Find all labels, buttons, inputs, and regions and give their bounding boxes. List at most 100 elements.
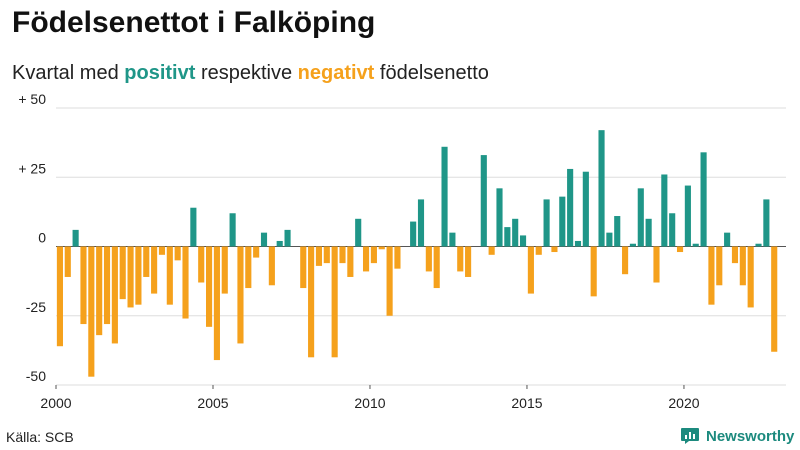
- chart-bar: [731, 246, 739, 264]
- chart-bar: [315, 246, 323, 266]
- chart-bar: [512, 218, 519, 247]
- chart-bar: [535, 246, 542, 255]
- chart-bar: [260, 232, 268, 247]
- chart-bar: [441, 146, 448, 247]
- chart-bar: [308, 246, 315, 358]
- chart-bar: [763, 199, 770, 247]
- chart-bar: [590, 246, 597, 297]
- chart-bar: [488, 246, 495, 255]
- chart-bar: [166, 246, 173, 305]
- y-tick-label: + 25: [18, 160, 46, 176]
- chart-bar: [598, 130, 605, 247]
- chart-bar: [127, 246, 134, 308]
- chart-bar: [276, 240, 283, 247]
- chart-bar: [300, 246, 307, 289]
- chart-bar: [622, 246, 629, 275]
- subtitle-suffix: födelsenetto: [374, 62, 489, 84]
- chart-bar: [96, 246, 103, 336]
- chart-bar: [614, 216, 621, 247]
- x-tick-label: 2000: [40, 395, 71, 411]
- chart-bar: [480, 155, 487, 247]
- chart-bar: [551, 246, 558, 253]
- chart-bar: [245, 246, 252, 289]
- brand-logo: Newsworthy: [680, 427, 794, 445]
- chart-bar: [527, 246, 534, 294]
- chart-bar: [410, 221, 417, 247]
- chart-bar: [88, 246, 95, 377]
- chart-bar: [347, 246, 354, 277]
- chart-bar: [684, 185, 691, 247]
- x-tick-label: 2005: [197, 395, 228, 411]
- chart-bar: [151, 246, 158, 294]
- chart-bar: [135, 246, 142, 305]
- chart-bar: [339, 246, 346, 264]
- chart-bar: [103, 246, 111, 325]
- chart-bar: [362, 246, 370, 272]
- chart-bar: [425, 246, 432, 272]
- chart-bar: [213, 246, 220, 361]
- chart-bar: [394, 246, 401, 269]
- chart-bar: [692, 243, 699, 247]
- chart-bar: [700, 152, 707, 247]
- chart-bar: [504, 227, 511, 247]
- chart-bar: [355, 218, 362, 247]
- chart-bar: [771, 246, 778, 352]
- y-tick-label: + 50: [18, 91, 46, 107]
- chart-bar: [323, 246, 330, 264]
- chart-bar: [119, 246, 126, 300]
- chart-title: Födelsenettot i Falköping: [12, 6, 376, 39]
- chart-bar: [606, 232, 613, 247]
- chart-bar: [64, 246, 71, 277]
- chart-bar: [268, 246, 275, 286]
- chart-bar: [465, 246, 472, 277]
- chart-bar: [198, 246, 205, 283]
- chart-bar: [378, 246, 385, 250]
- chart-bar: [582, 171, 589, 247]
- brand-name: Newsworthy: [706, 427, 795, 445]
- subtitle-negative: negativt: [297, 62, 375, 84]
- chart-bar: [206, 246, 213, 327]
- chart-bar: [496, 188, 503, 247]
- chart-bar: [637, 188, 644, 247]
- chart-bar: [433, 246, 440, 289]
- chart-bar: [56, 246, 63, 347]
- chart-bar: [284, 229, 291, 247]
- x-tick-label: 2015: [511, 395, 542, 411]
- source-label: Källa: SCB: [6, 429, 74, 445]
- x-tick-label: 2020: [668, 395, 699, 411]
- chart-bar: [567, 168, 574, 247]
- chart-bar: [174, 246, 181, 261]
- subtitle-prefix: Kvartal med: [12, 62, 125, 84]
- y-tick-label: -25: [26, 299, 46, 315]
- chart-bar: [229, 213, 236, 247]
- chart-bar: [80, 246, 87, 325]
- chart-bar: [449, 232, 456, 247]
- subtitle-positive: positivt: [124, 62, 196, 84]
- chart-subtitle: Kvartal med positivt respektive negativt…: [12, 62, 489, 85]
- subtitle-middle: respektive: [195, 62, 298, 84]
- chart-bar: [724, 232, 731, 247]
- y-tick-label: 0: [38, 230, 46, 246]
- chart-bar: [417, 199, 425, 247]
- chart-bar: [370, 246, 377, 264]
- chart-bar: [457, 246, 464, 272]
- chart-bar: [237, 246, 244, 344]
- chart-bar: [755, 243, 762, 247]
- chart-bar: [708, 246, 715, 305]
- chart-bar: [747, 246, 754, 308]
- chart-bar: [331, 246, 338, 358]
- chart-bar: [519, 235, 527, 247]
- chart-bar: [386, 246, 393, 316]
- chart-bar: [72, 229, 79, 247]
- chart-bar: [559, 196, 566, 247]
- chart-bar: [716, 246, 723, 286]
- chart-bar: [253, 246, 260, 258]
- chart-bar: [190, 207, 197, 247]
- chart-bar: [543, 199, 550, 247]
- chart-bar: [111, 246, 118, 344]
- chart-bar: [661, 174, 668, 247]
- chart-bar: [676, 246, 684, 253]
- chart-bar: [739, 246, 746, 286]
- chart-bar: [645, 218, 652, 247]
- chart-bar: [629, 243, 636, 247]
